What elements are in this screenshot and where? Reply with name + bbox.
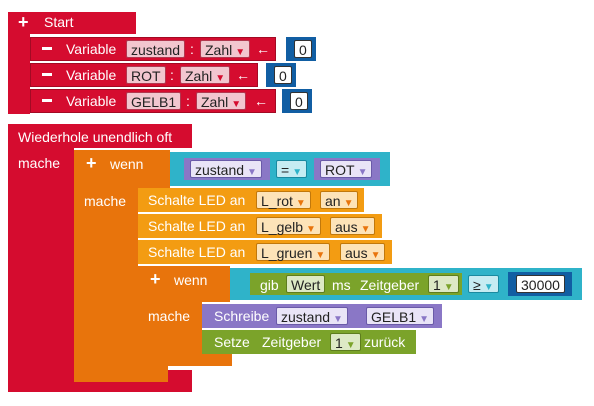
chevron-down-icon: ▼ <box>370 250 381 261</box>
type-dropdown[interactable]: Zahl ▼ <box>196 92 247 110</box>
chevron-down-icon: ▼ <box>483 282 494 293</box>
chevron-down-icon: ▼ <box>345 340 356 351</box>
if-do-label: mache <box>148 308 191 324</box>
chevron-down-icon: ▼ <box>357 167 368 178</box>
plus-icon[interactable]: + <box>150 269 161 289</box>
loop-label: Wiederhole unendlich oft <box>18 129 173 145</box>
led-label: Schalte LED an <box>148 244 246 260</box>
chevron-down-icon: ▼ <box>306 224 316 235</box>
variable-keyword: Variable <box>66 67 117 83</box>
variable-dropdown[interactable]: GELB1 ▼ <box>366 307 435 325</box>
timer-value-field[interactable]: Wert <box>286 275 326 293</box>
variable-name-field[interactable]: zustand <box>126 40 186 58</box>
variable-dropdown[interactable]: zustand ▼ <box>190 160 262 178</box>
chevron-down-icon: ▼ <box>292 167 303 178</box>
chevron-down-icon: ▼ <box>315 250 326 261</box>
variable-dropdown[interactable]: ROT ▼ <box>320 160 373 178</box>
operator-dropdown[interactable]: = ▼ <box>276 160 308 178</box>
loop-do-label: mache <box>18 155 61 171</box>
value-field[interactable]: 0 <box>274 66 292 84</box>
start-block[interactable] <box>8 12 136 34</box>
write-label: Schreibe <box>214 308 270 324</box>
timer-name-label: Zeitgeber <box>360 277 420 293</box>
timer-number-dropdown[interactable]: 1 ▼ <box>428 275 459 293</box>
number-field[interactable]: 30000 <box>516 275 565 293</box>
start-block-spine <box>8 34 30 114</box>
minus-icon[interactable] <box>42 99 52 102</box>
if-label: wenn <box>110 156 144 172</box>
assign-arrow: ← <box>254 93 268 109</box>
type-dropdown[interactable]: Zahl ▼ <box>200 40 251 58</box>
led-state-dropdown[interactable]: an ▼ <box>320 191 359 209</box>
chevron-down-icon: ▼ <box>231 99 242 110</box>
if-block[interactable] <box>138 266 230 302</box>
minus-icon[interactable] <box>42 73 52 76</box>
timer-unit-label: ms <box>332 277 351 293</box>
chevron-down-icon: ▼ <box>215 73 226 84</box>
led-state-dropdown[interactable]: aus ▼ <box>340 243 386 261</box>
chevron-down-icon: ▼ <box>295 198 306 209</box>
value-field[interactable]: 0 <box>290 92 308 110</box>
if-block[interactable] <box>74 150 170 188</box>
plus-icon[interactable]: + <box>18 12 29 32</box>
timer-get-label: gib <box>260 277 279 293</box>
loop-block[interactable] <box>8 124 192 148</box>
led-label: Schalte LED an <box>148 192 246 208</box>
chevron-down-icon: ▼ <box>247 167 257 178</box>
reset-label: Setze <box>214 334 250 350</box>
minus-icon[interactable] <box>42 47 52 50</box>
assign-arrow: ← <box>256 41 270 57</box>
colon-label: : <box>190 41 194 57</box>
timer-number-dropdown[interactable]: 1 ▼ <box>330 333 361 351</box>
variable-keyword: Variable <box>66 93 117 109</box>
if-label: wenn <box>174 272 208 288</box>
assign-arrow: ← <box>236 67 250 83</box>
type-dropdown[interactable]: Zahl ▼ <box>180 66 231 84</box>
led-state-dropdown[interactable]: aus ▼ <box>330 217 376 235</box>
chevron-down-icon: ▼ <box>443 282 454 293</box>
reset-timer-block[interactable] <box>202 330 416 354</box>
led-dropdown[interactable]: L_rot ▼ <box>256 191 311 209</box>
if-do-label: mache <box>84 193 127 209</box>
chevron-down-icon: ▼ <box>419 314 430 325</box>
chevron-down-icon: ▼ <box>343 198 354 209</box>
plus-icon[interactable]: + <box>86 153 97 173</box>
led-dropdown[interactable]: L_gelb ▼ <box>256 217 321 235</box>
variable-name-field[interactable]: ROT <box>126 66 166 84</box>
chevron-down-icon: ▼ <box>333 314 343 325</box>
value-field[interactable]: 0 <box>294 40 312 58</box>
led-label: Schalte LED an <box>148 218 246 234</box>
reset-timer-label: Zeitgeber <box>262 334 322 350</box>
chevron-down-icon: ▼ <box>360 224 371 235</box>
start-label: Start <box>44 14 74 30</box>
colon-label: : <box>170 67 174 83</box>
if-block-spine <box>74 188 138 380</box>
operator-dropdown[interactable]: ≥ ▼ <box>468 275 499 293</box>
colon-label: : <box>186 93 190 109</box>
if-block-foot <box>74 366 168 382</box>
chevron-down-icon: ▼ <box>235 47 246 58</box>
if-block-foot <box>138 354 232 366</box>
variable-name-field[interactable]: GELB1 <box>126 92 182 110</box>
led-dropdown[interactable]: L_gruen ▼ <box>256 243 331 261</box>
variable-dropdown[interactable]: zustand ▼ <box>276 307 348 325</box>
loop-block-spine <box>8 148 74 390</box>
reset-suffix-label: zurück <box>364 334 406 350</box>
variable-keyword: Variable <box>66 41 117 57</box>
